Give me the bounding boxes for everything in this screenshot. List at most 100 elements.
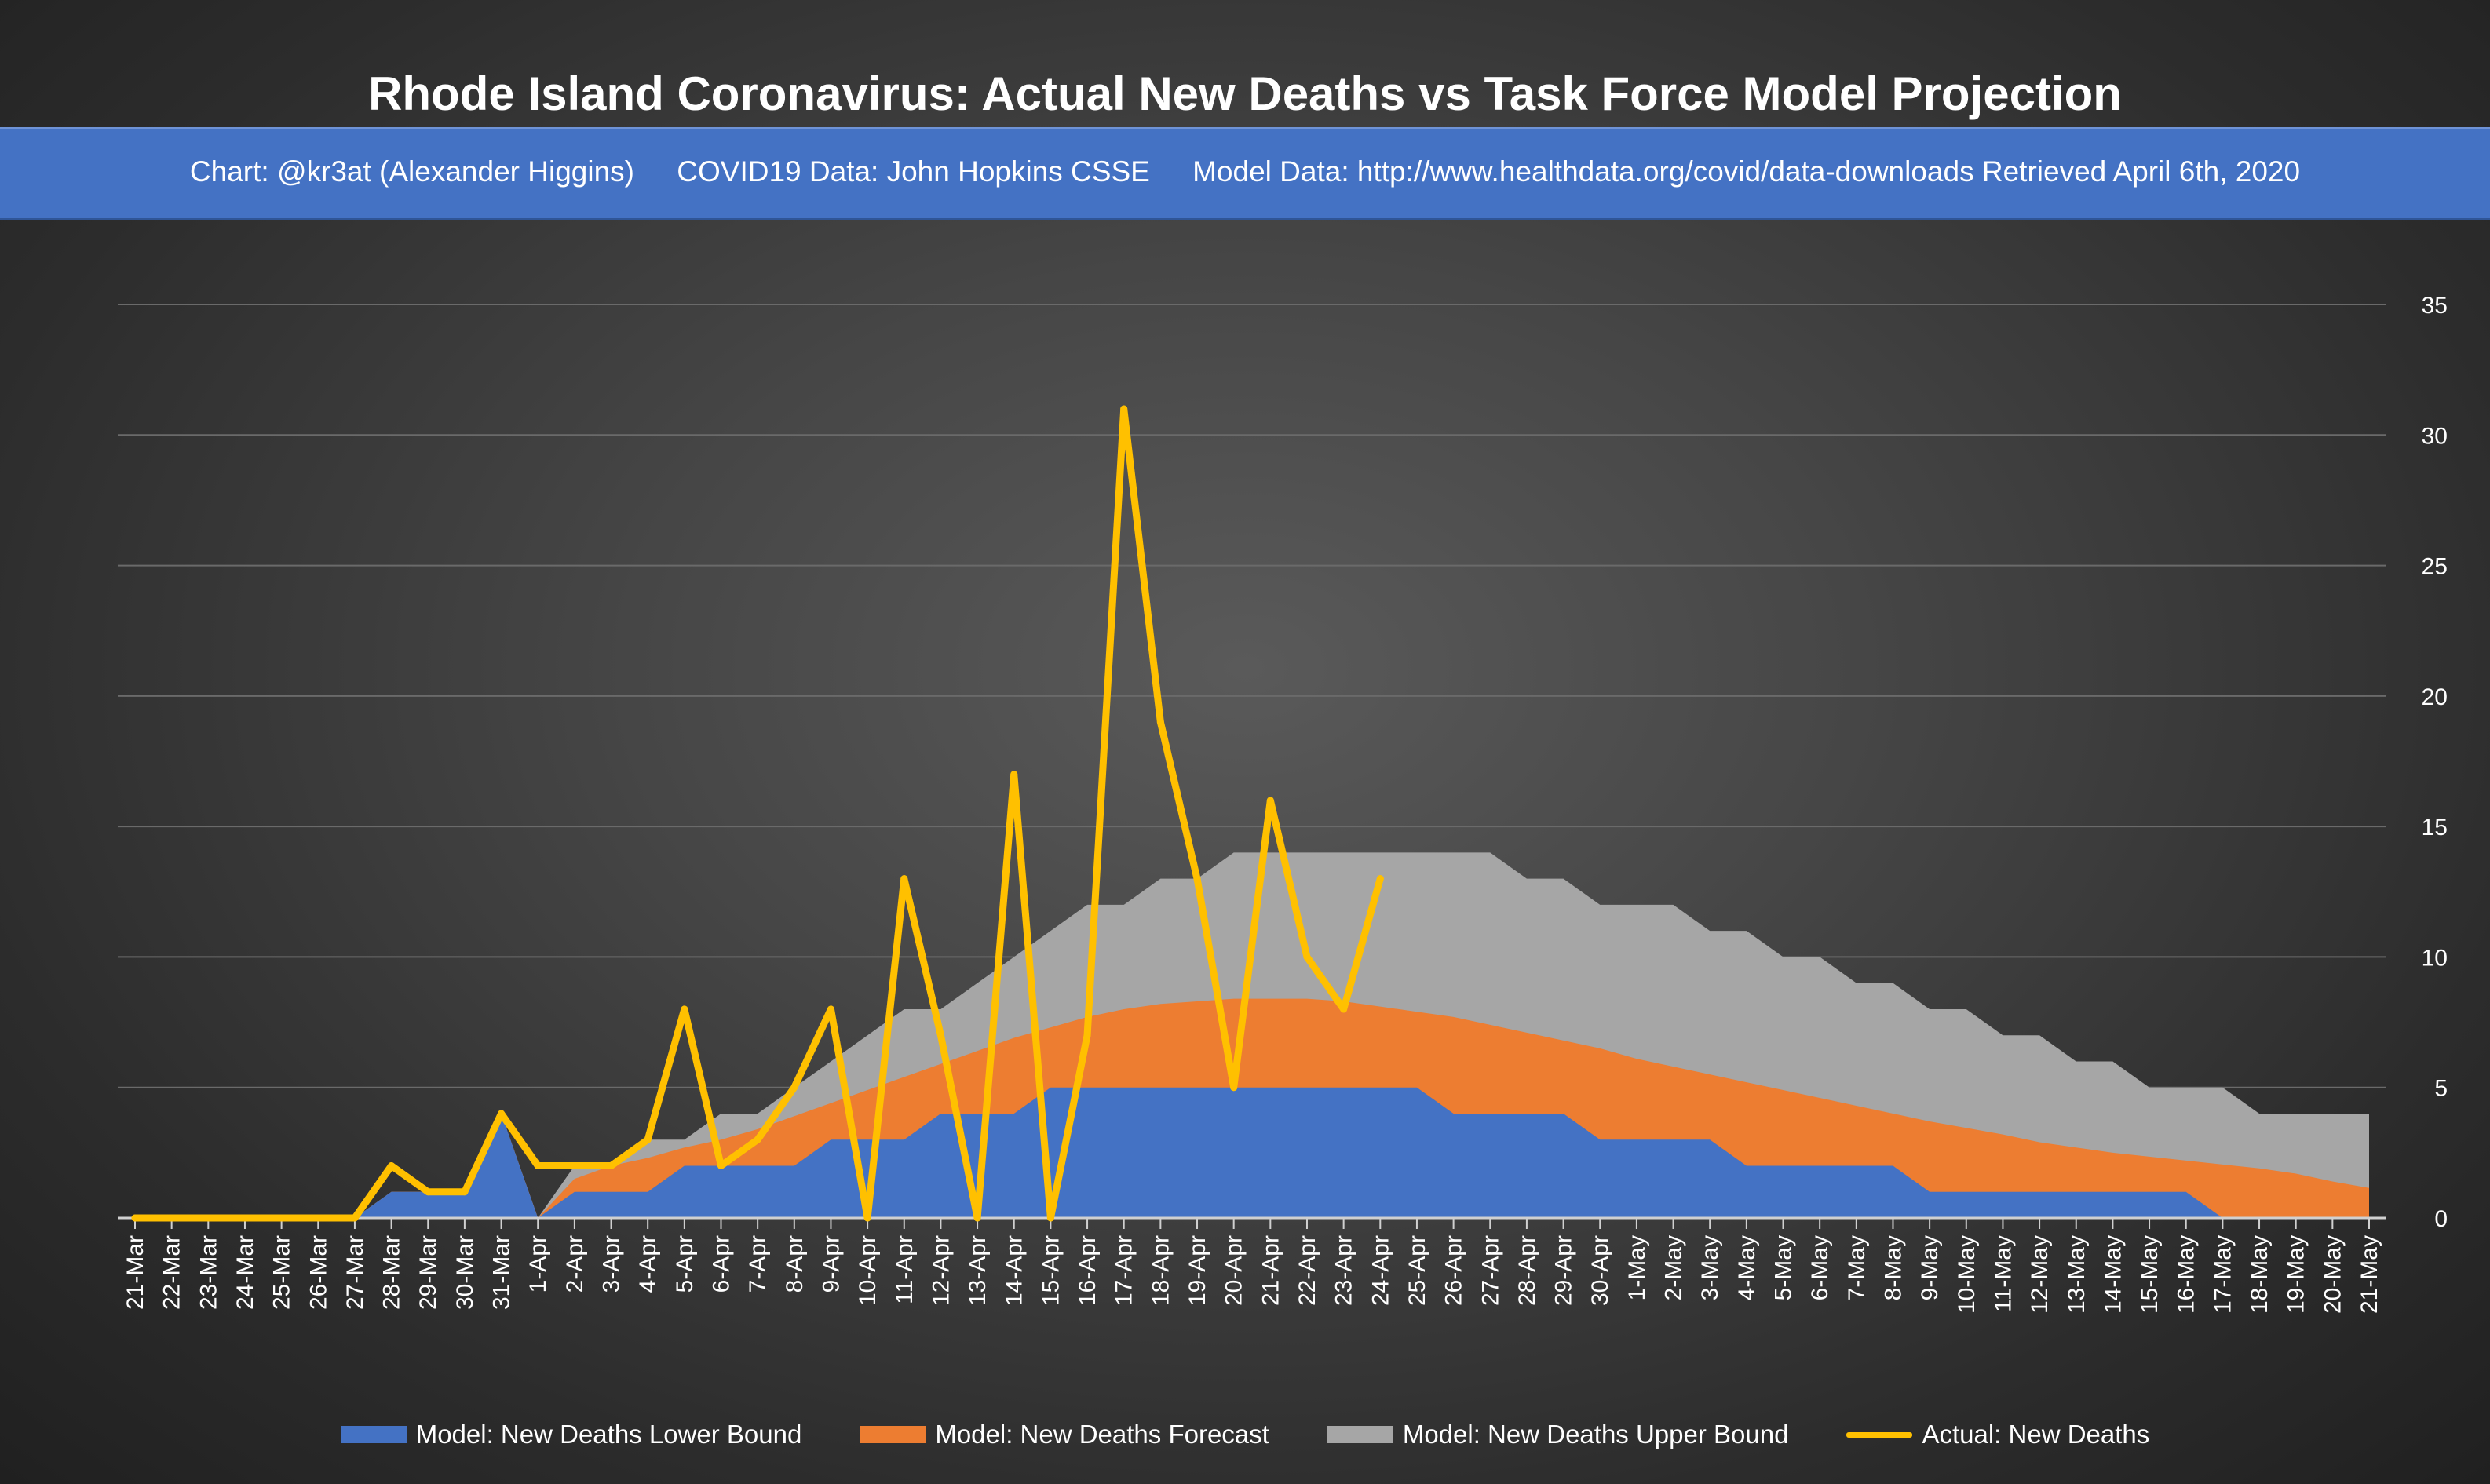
x-tick-label: 30-Mar [452,1235,478,1310]
x-tick-label: 28-Mar [379,1235,405,1310]
x-tick-label: 30-Apr [1587,1235,1613,1306]
actual-deaths-point [1266,797,1274,804]
x-tick-label: 17-Apr [1112,1235,1137,1306]
x-tick-label: 12-May [2027,1235,2053,1314]
y-axis: 0 5 10 15 20 25 30 35 [2422,293,2448,1232]
x-tick-label: 6-Apr [708,1235,734,1293]
x-tick-label: 24-Apr [1367,1235,1393,1306]
x-tick-label: 22-Mar [159,1235,185,1310]
x-tick-label: 1-May [1624,1235,1650,1300]
actual-deaths-point [278,1214,286,1222]
actual-deaths-point [168,1214,176,1222]
actual-deaths-point [936,1031,944,1039]
x-tick-label: 5-May [1771,1235,1797,1300]
x-tick-label: 4-May [1734,1235,1760,1300]
x-tick-label: 27-Apr [1477,1235,1503,1306]
x-tick-label: 20-Apr [1221,1235,1247,1306]
legend-swatch [860,1426,926,1443]
x-tick-label: 15-Apr [1038,1235,1064,1306]
x-tick-label: 14-May [2100,1235,2126,1314]
x-tick-label: 11-May [1990,1235,2016,1312]
x-tick-label: 29-Apr [1551,1235,1577,1306]
legend-item: Model: New Deaths Lower Bound [340,1420,802,1449]
actual-deaths-point [1120,405,1128,413]
legend-item: Actual: New Deaths [1846,1420,2149,1449]
y-tick-label: 25 [2422,554,2448,580]
y-tick-label: 15 [2422,815,2448,840]
actual-deaths-point [754,1136,761,1143]
x-tick-label: 31-Mar [489,1235,515,1310]
y-tick-label: 20 [2422,684,2448,710]
legend-label: Model: New Deaths Forecast [935,1420,1269,1449]
x-tick-label: 14-Apr [1002,1235,1028,1306]
y-tick-label: 5 [2434,1076,2448,1102]
legend-swatch [1327,1426,1393,1443]
x-tick-label: 29-Mar [415,1235,441,1310]
x-tick-label: 26-Mar [305,1235,331,1310]
x-tick-label: 20-May [2320,1235,2346,1314]
y-tick-label: 30 [2422,423,2448,449]
x-tick-label: 17-May [2210,1235,2236,1314]
x-tick-label: 9-Apr [818,1235,844,1293]
actual-deaths-point [461,1188,469,1196]
legend-item: Model: New Deaths Forecast [860,1420,1269,1449]
x-tick-label: 27-Mar [342,1235,368,1310]
actual-deaths-point [351,1214,359,1222]
y-tick-label: 10 [2422,945,2448,971]
x-tick-label: 26-Apr [1441,1235,1467,1306]
actual-deaths-point [131,1214,139,1222]
x-tick-label: 15-May [2137,1235,2163,1314]
x-tick-label: 18-May [2247,1235,2273,1314]
x-tick-label: 8-May [1880,1235,1906,1300]
x-tick-label: 16-Apr [1075,1235,1101,1306]
actual-deaths-point [1303,953,1311,961]
legend-label: Actual: New Deaths [1922,1420,2150,1449]
actual-deaths-point [204,1214,212,1222]
actual-deaths-point [534,1161,542,1169]
x-tick-label: 21-May [2357,1235,2382,1314]
y-tick-label: 0 [2434,1206,2448,1232]
actual-deaths-point [498,1110,506,1118]
actual-deaths-point [571,1161,579,1169]
model-data-source: Model Data: http://www.healthdata.org/co… [1192,155,2301,188]
x-tick-label: 22-Apr [1294,1235,1320,1306]
legend: Model: New Deaths Lower Bound Model: New … [0,1413,2490,1457]
legend-swatch [1846,1431,1913,1438]
chart-title: Rhode Island Coronavirus: Actual New Dea… [368,67,2122,120]
x-tick-label: 25-Mar [269,1235,295,1310]
x-tick-label: 12-Apr [928,1235,954,1306]
actual-deaths-point [1046,1214,1054,1222]
x-tick-label: 19-Apr [1185,1235,1210,1306]
x-tick-label: 16-May [2174,1235,2200,1314]
x-tick-label: 8-Apr [782,1235,808,1293]
subtitle-banner: Chart: @kr3at (Alexander Higgins) COVID1… [0,127,2490,220]
x-tick-label: 9-May [1917,1235,1943,1300]
actual-deaths-point [314,1214,322,1222]
actual-deaths-point [1193,875,1201,883]
actual-deaths-point [644,1136,652,1143]
x-tick-label: 23-Apr [1331,1235,1357,1306]
x-tick-label: 24-Mar [232,1235,258,1310]
actual-deaths-point [1230,1084,1238,1092]
actual-deaths-point [1010,771,1018,778]
legend-label: Model: New Deaths Upper Bound [1402,1420,1789,1449]
area-series-group [135,852,2369,1218]
x-tick-label: 21-Mar [122,1235,148,1310]
x-axis: 21-Mar 22-Mar 23-Mar 24-Mar 25-Mar 26-Mar 27-M… [118,1216,2386,1314]
actual-deaths-point [1083,1031,1091,1039]
x-tick-label: 13-Apr [965,1235,991,1306]
legend-swatch [340,1426,407,1443]
legend-label: Model: New Deaths Lower Bound [415,1420,802,1449]
legend-item: Model: New Deaths Upper Bound [1327,1420,1789,1449]
actual-deaths-point [681,1005,688,1013]
actual-deaths-point [1156,718,1164,726]
actual-deaths-point [241,1214,249,1222]
x-tick-label: 10-May [1954,1235,1980,1314]
chart-credit: Chart: @kr3at (Alexander Higgins) [189,155,634,188]
x-tick-label: 21-Apr [1258,1235,1283,1306]
actual-deaths-point [717,1161,725,1169]
area-series-2 [135,1087,2369,1218]
x-tick-label: 5-Apr [672,1235,698,1293]
actual-deaths-point [1340,1005,1348,1013]
